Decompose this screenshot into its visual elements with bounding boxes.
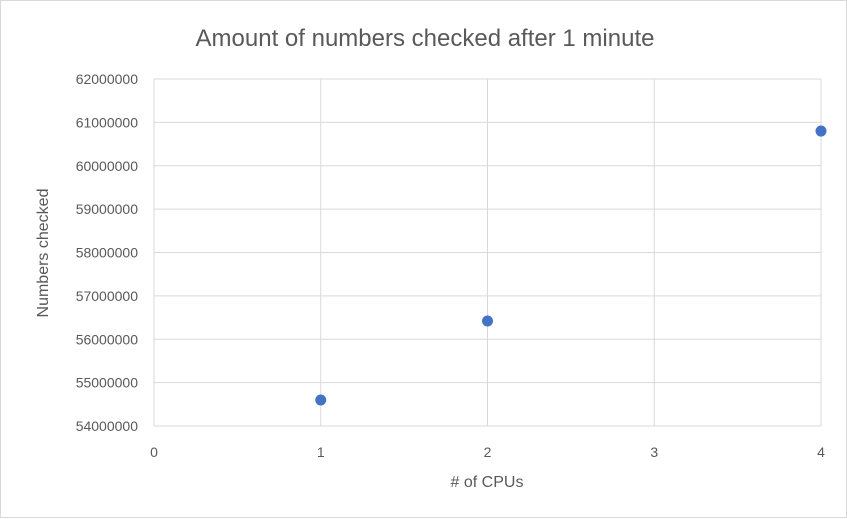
y-tick-labels: 54000000 55000000 56000000 57000000 58000000… <box>76 71 139 434</box>
x-tick-label: 1 <box>317 444 325 460</box>
x-tick-label: 0 <box>150 444 158 460</box>
x-axis-label: # of CPUs <box>451 474 524 491</box>
y-tick-label: 60000000 <box>76 158 139 174</box>
data-point <box>815 125 827 137</box>
y-axis-label: Numbers checked <box>35 189 52 318</box>
y-tick-label: 55000000 <box>76 375 139 391</box>
data-points <box>315 125 827 406</box>
x-tick-label: 2 <box>484 444 492 460</box>
y-tick-label: 58000000 <box>76 245 139 261</box>
x-tick-labels: 0 1 2 3 4 <box>150 444 825 460</box>
data-point <box>315 394 327 406</box>
chart-title: Amount of numbers checked after 1 minute <box>196 25 655 52</box>
x-tick-label: 4 <box>817 444 825 460</box>
data-point <box>482 315 493 327</box>
x-tick-label: 3 <box>650 444 658 460</box>
y-tick-label: 56000000 <box>76 331 139 347</box>
y-tick-label: 62000000 <box>76 71 139 87</box>
y-tick-label: 61000000 <box>76 114 139 130</box>
y-tick-label: 57000000 <box>76 288 139 304</box>
gridlines <box>153 78 822 427</box>
y-tick-label: 59000000 <box>76 201 139 217</box>
y-tick-label: 54000000 <box>76 418 139 434</box>
